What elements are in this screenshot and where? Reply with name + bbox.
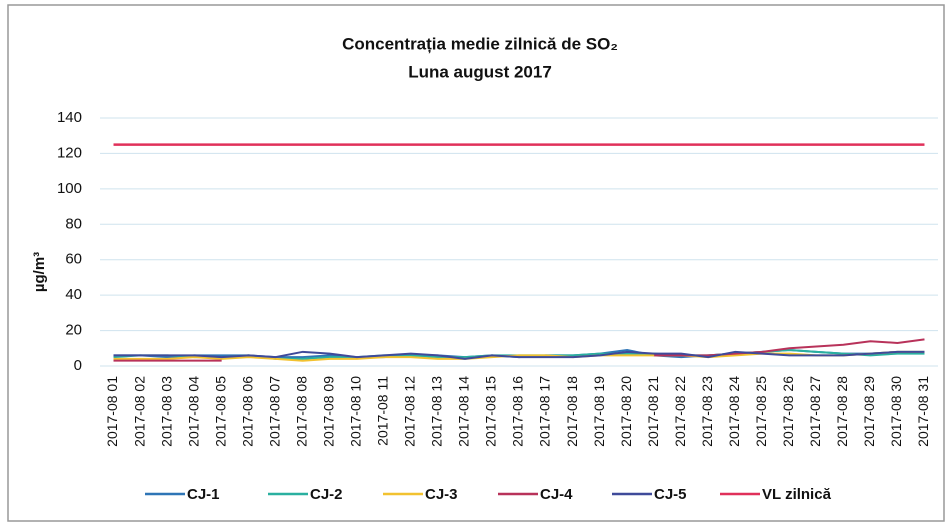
series-line [113, 350, 925, 360]
series-line [113, 350, 925, 362]
x-tick-label: 2017-08 25 [753, 376, 769, 447]
x-tick-label: 2017-08 27 [807, 376, 823, 447]
x-tick-label: 2017-08 06 [239, 376, 255, 447]
y-tick-label: 0 [74, 357, 82, 374]
x-tick-label: 2017-08 12 [402, 376, 418, 447]
x-tick-label: 2017-08 21 [645, 376, 661, 447]
x-tick-label: 2017-08 01 [104, 376, 120, 447]
x-tick-label: 2017-08 31 [915, 376, 931, 447]
x-tick-label: 2017-08 17 [537, 376, 553, 447]
chart-frame [7, 4, 945, 522]
x-tick-label: 2017-08 26 [780, 376, 796, 447]
x-tick-label: 2017-08 28 [834, 376, 850, 447]
x-tick-label: 2017-08 30 [888, 376, 904, 447]
legend-label: CJ-3 [425, 486, 458, 503]
legend-label: CJ-1 [187, 486, 220, 503]
legend-label: CJ-2 [310, 486, 343, 503]
x-tick-label: 2017-08 23 [699, 376, 715, 447]
x-tick-label: 2017-08 09 [320, 376, 336, 447]
x-tick-label: 2017-08 16 [510, 376, 526, 447]
x-tick-label: 2017-08 05 [212, 376, 228, 447]
x-tick-label: 2017-08 24 [726, 376, 742, 447]
x-tick-label: 2017-08 04 [185, 376, 201, 447]
x-tick-label: 2017-08 02 [131, 376, 147, 447]
chart-subtitle: Luna august 2017 [408, 62, 552, 81]
y-tick-label: 100 [57, 180, 82, 197]
legend-label: CJ-5 [654, 486, 687, 503]
chart-title: Concentrația medie zilnică de SO₂ [342, 34, 618, 53]
y-tick-label: 20 [65, 322, 82, 339]
x-tick-label: 2017-08 18 [564, 376, 580, 447]
y-tick-label: 140 [57, 109, 82, 126]
y-tick-label: 40 [65, 286, 82, 303]
x-tick-label: 2017-08 08 [293, 376, 309, 447]
x-tick-label: 2017-08 07 [266, 376, 282, 447]
legend-label: CJ-4 [540, 486, 573, 503]
x-tick-label: 2017-08 13 [429, 376, 445, 447]
x-tick-label: 2017-08 20 [618, 376, 634, 447]
x-tick-label: 2017-08 19 [591, 376, 607, 447]
x-tick-label: 2017-08 14 [456, 376, 472, 447]
y-tick-label: 60 [65, 251, 82, 268]
x-tick-label: 2017-08 29 [861, 376, 877, 447]
x-tick-label: 2017-08 03 [158, 376, 174, 447]
y-axis-label: µg/m³ [31, 252, 48, 292]
x-tick-label: 2017-08 15 [483, 376, 499, 447]
y-tick-label: 80 [65, 215, 82, 232]
x-tick-label: 2017-08 22 [672, 376, 688, 447]
legend-label: VL zilnică [762, 486, 832, 503]
x-tick-label: 2017-08 11 [375, 376, 391, 446]
x-tick-label: 2017-08 10 [348, 376, 364, 447]
y-tick-label: 120 [57, 144, 82, 161]
